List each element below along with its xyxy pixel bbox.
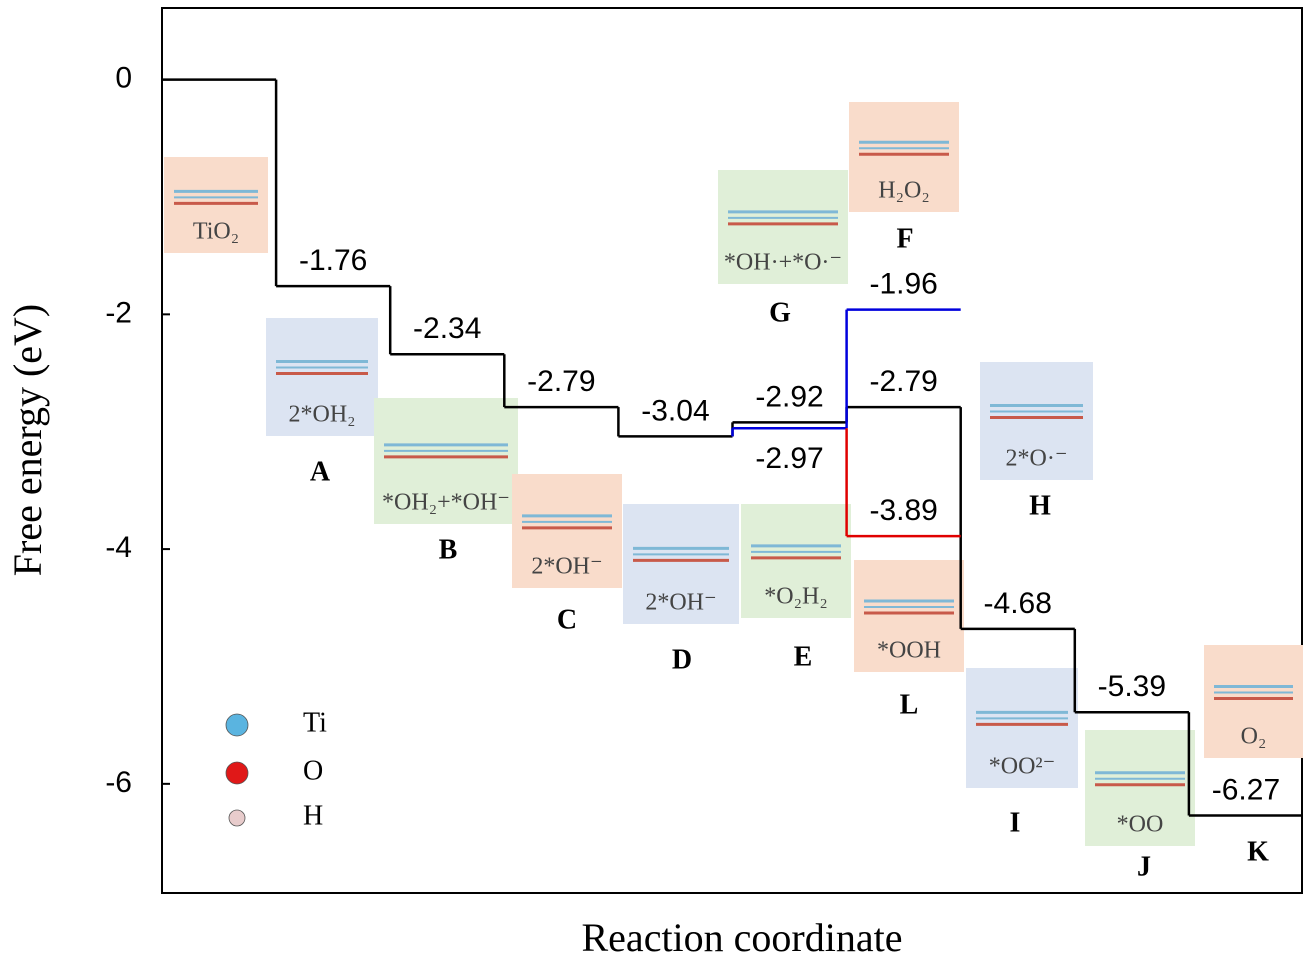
state-box [374,398,518,524]
state: *OH·+*O·⁻ G [718,170,848,328]
state-box [266,318,378,436]
state-box [512,474,622,588]
atom-legend-marker [225,761,249,785]
state: O₂ K [1204,645,1303,867]
state-letter: G [769,297,791,328]
state-letter: B [439,534,458,565]
value-label: -2.79 [869,365,937,398]
state-box [980,362,1093,480]
value-label: -2.97 [755,442,823,475]
y-tick-label: -4 [105,531,132,564]
atom-legend-label: H [303,800,323,831]
state-caption: *OH·+*O·⁻ [724,250,842,276]
state: *OO²⁻ I [966,668,1078,838]
value-label: -2.34 [413,312,481,345]
state-box [741,504,851,618]
state-box [718,170,848,284]
state: 2*OH⁻ D [623,504,739,675]
x-axis-label: Reaction coordinate [582,915,903,960]
state-box [854,560,964,672]
state-caption: 2*OH⁻ [645,590,716,616]
state: *OH₂+*OH⁻ B [374,398,518,565]
state: *OO J [1085,730,1195,882]
state-letter: L [900,689,919,720]
state: *O₂H₂ E [741,504,851,672]
state-letter: F [896,223,913,254]
state-caption: O₂ [1241,724,1267,750]
state-caption: 2*OH₂ [288,402,355,428]
state-caption: *OH₂+*OH⁻ [382,490,510,516]
atom-legend-marker [225,713,249,737]
value-label: -4.68 [984,587,1052,620]
state-letter: I [1010,807,1021,838]
state-letter: D [672,644,692,675]
state-caption: TiO₂ [193,219,239,245]
state-caption: *OO²⁻ [989,754,1056,780]
state-caption: H₂O₂ [878,178,929,204]
state-letter: J [1137,851,1151,882]
value-label: -3.04 [641,394,709,427]
state: *OOH L [854,560,964,720]
state-letter: C [557,604,577,635]
state-box [164,157,268,253]
value-label: -1.76 [299,244,367,277]
y-axis-label: Free energy (eV) [5,304,50,576]
value-label: -2.79 [527,365,595,398]
state-letter: A [310,456,331,487]
state: H₂O₂ F [849,102,959,254]
state: 2*OH₂ A [266,318,378,487]
state-box [1085,730,1195,846]
state-box [1204,645,1303,758]
atom-legend-marker [228,809,246,827]
state-box [966,668,1078,788]
state-caption: *OO [1117,812,1164,838]
state-caption: 2*OH⁻ [531,554,602,580]
value-label: -1.96 [869,268,937,301]
state-caption: 2*O·⁻ [1006,446,1068,472]
state: TiO₂ [164,157,268,253]
state-box [623,504,739,624]
y-tick-label: -6 [105,766,132,799]
value-label: -2.92 [755,380,823,413]
state-caption: *O₂H₂ [764,584,827,610]
y-tick-label: 0 [115,62,132,95]
y-tick-label: -2 [105,296,132,329]
value-label: -3.89 [869,494,937,527]
state-letter: K [1247,836,1269,867]
atom-legend-label: Ti [303,707,327,738]
state-box [849,102,959,212]
plot-frame [161,7,1303,894]
value-label: -6.27 [1212,773,1280,806]
atom-legend-label: O [303,755,323,786]
value-label: -5.39 [1098,670,1166,703]
state-caption: *OOH [877,638,941,664]
state: 2*OH⁻ C [512,474,622,635]
state: 2*O·⁻ H [980,362,1093,521]
state-letter: H [1029,490,1051,521]
state-letter: E [794,641,813,672]
